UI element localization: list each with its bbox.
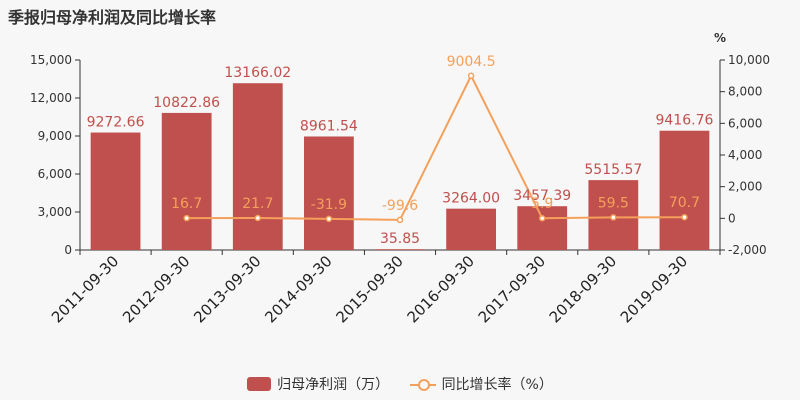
y-right-tick-label: 4,000 [728, 148, 762, 162]
growth-point [681, 213, 688, 221]
bar-value-label: 8961.54 [300, 118, 358, 134]
bar [304, 136, 354, 250]
growth-value-label: 70.7 [669, 195, 700, 211]
y-left-tick-label: 12,000 [30, 91, 72, 105]
bar-value-label: 3457.39 [513, 188, 571, 204]
y-right-tick-label: 6,000 [728, 116, 762, 130]
legend-item-growth[interactable]: 同比增长率（%） [409, 374, 553, 394]
y-right-tick-label: 0 [728, 211, 736, 225]
x-tick-label: 2017-09-30 [475, 252, 549, 326]
chart-title: 季报归母净利润及同比增长率 [8, 8, 217, 27]
legend-item-profit[interactable]: 归母净利润（万） [247, 374, 389, 394]
x-tick-label: 2019-09-30 [617, 252, 691, 326]
y-left-tick-label: 0 [64, 243, 72, 257]
legend: 归母净利润（万） 同比增长率（%） [0, 374, 800, 395]
bar-value-label: 3264.00 [442, 191, 500, 207]
x-tick-label: 2014-09-30 [261, 252, 335, 326]
growth-line [186, 73, 685, 221]
legend-bar-label: 归母净利润（万） [277, 377, 390, 393]
growth-point [254, 214, 262, 222]
y-right-tick-label: -2,000 [728, 243, 767, 257]
bar-value-label: 9272.66 [87, 115, 145, 131]
legend-line-label: 同比增长率（%） [441, 377, 553, 393]
line-series [183, 72, 688, 224]
bar [659, 130, 710, 250]
bar-value-label: 10822.86 [153, 95, 220, 111]
legend-bar-swatch [247, 377, 272, 391]
y-right-tick-label: 8,000 [728, 85, 762, 99]
growth-value-label: -31.9 [311, 197, 347, 213]
x-tick-label: 2018-09-30 [546, 252, 620, 326]
y-right-tick-label: 10,000 [728, 53, 770, 67]
y-left-tick-label: 6,000 [38, 167, 72, 181]
bar [375, 249, 425, 250]
growth-value-label: 16.7 [171, 196, 202, 212]
y-right-tick-label: 2,000 [728, 180, 762, 194]
bar-value-label: 35.85 [380, 231, 420, 247]
bar-value-label: 5515.57 [584, 162, 642, 178]
legend-line-swatch [409, 377, 436, 391]
growth-value-label: 9004.5 [447, 54, 496, 70]
bar [161, 112, 212, 251]
bar [446, 208, 496, 250]
growth-value-label: 59.5 [598, 195, 629, 211]
growth-value-label: 5.9 [531, 196, 553, 212]
growth-point [183, 214, 190, 222]
x-tick-label: 2013-09-30 [190, 252, 264, 326]
bar [517, 206, 568, 250]
x-tick-label: 2015-09-30 [332, 252, 406, 326]
growth-value-label: -99.6 [382, 198, 418, 214]
growth-point [610, 214, 617, 221]
bar-value-label: 9416.76 [655, 113, 713, 129]
bar [90, 132, 141, 250]
x-tick-label: 2016-09-30 [404, 252, 478, 326]
y-left-tick-label: 3,000 [38, 205, 72, 219]
growth-point [467, 72, 475, 80]
growth-value-label: 21.7 [242, 196, 273, 212]
bar [232, 83, 283, 251]
y-right-unit: % [714, 31, 726, 45]
bar-series [90, 83, 710, 251]
y-left-tick-label: 9,000 [38, 129, 72, 143]
bar-value-label: 13166.02 [224, 65, 291, 81]
y-left-tick-label: 15,000 [30, 53, 72, 67]
growth-point [538, 214, 546, 222]
axes: 0 3,000 6,000 9,000 12,000 15,000 -2,000 0 2,000… [30, 31, 770, 326]
growth-point [325, 215, 333, 223]
x-tick-label: 2012-09-30 [119, 252, 193, 326]
growth-point [396, 216, 404, 224]
chart-canvas: 0 3,000 6,000 9,000 12,000 15,000 -2,000 0 2,000… [30, 31, 770, 326]
x-tick-label: 2011-09-30 [48, 252, 122, 326]
